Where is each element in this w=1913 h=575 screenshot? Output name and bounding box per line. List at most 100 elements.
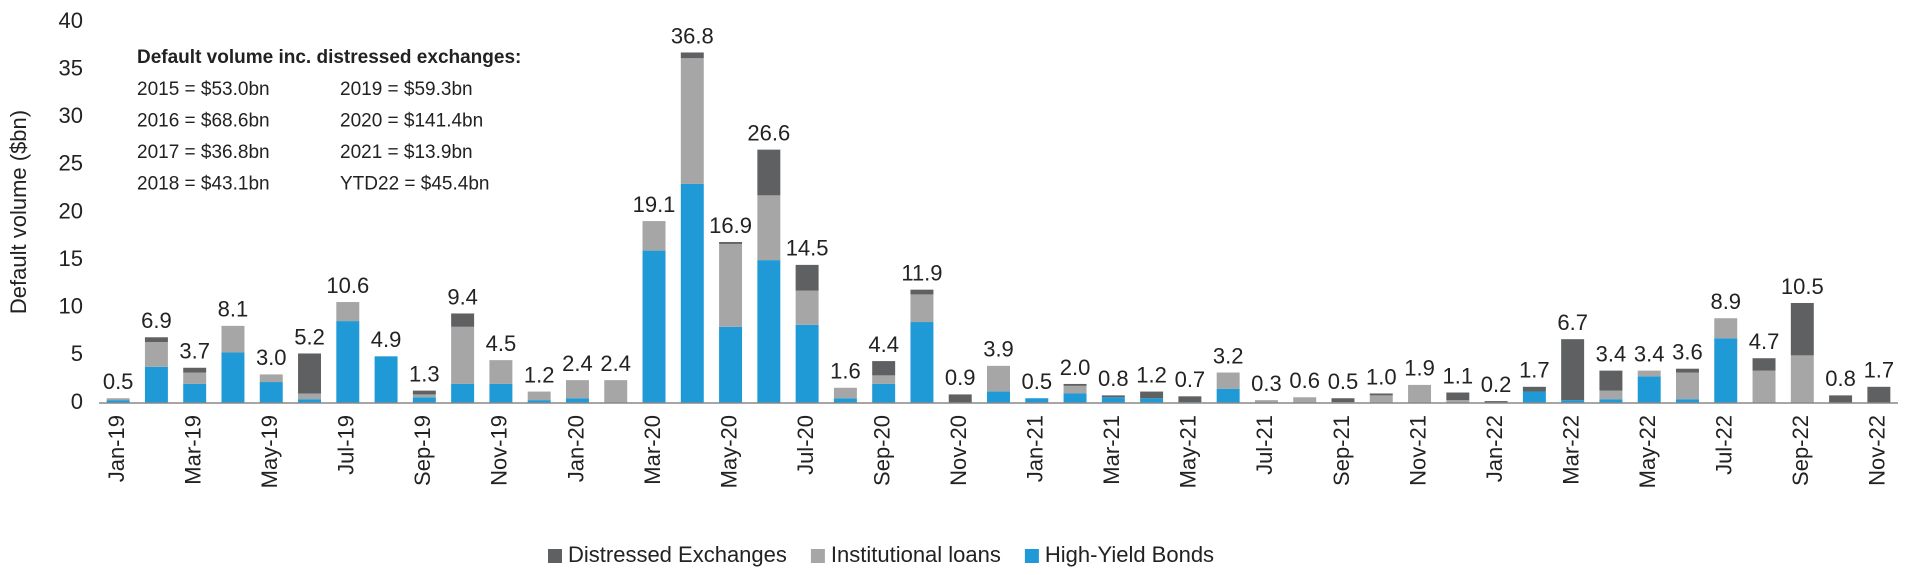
bar-segment bbox=[1675, 368, 1699, 373]
x-tick-label: Sep-19 bbox=[410, 415, 435, 486]
legend-label: Institutional loans bbox=[831, 542, 1001, 567]
total-label: 8.1 bbox=[218, 297, 249, 322]
bar-segment bbox=[1254, 400, 1278, 403]
bar-segment bbox=[451, 326, 475, 384]
bar-segment bbox=[1522, 386, 1546, 392]
total-label: 1.2 bbox=[1136, 362, 1167, 387]
annotation-line: YTD22 = $45.4bn bbox=[340, 174, 489, 195]
total-label: 0.5 bbox=[1021, 369, 1052, 394]
bar-segment bbox=[565, 380, 589, 399]
bar-segment bbox=[1101, 395, 1125, 398]
y-tick-label: 20 bbox=[59, 198, 83, 223]
bar-segment bbox=[1637, 376, 1661, 403]
bar-segment bbox=[1790, 355, 1814, 403]
bar-segment bbox=[1293, 397, 1317, 403]
bar-segment bbox=[183, 372, 207, 384]
total-label: 3.6 bbox=[1672, 340, 1703, 365]
total-label: 4.7 bbox=[1749, 329, 1780, 354]
total-label: 5.2 bbox=[294, 324, 325, 349]
total-label: 1.0 bbox=[1366, 364, 1397, 389]
x-tick-label: May-20 bbox=[716, 415, 741, 488]
x-tick-label: Mar-19 bbox=[181, 415, 206, 485]
bar-segment bbox=[1369, 393, 1393, 396]
total-label: 2.4 bbox=[562, 351, 593, 376]
bar-segment bbox=[489, 360, 513, 384]
bar-segment bbox=[1599, 390, 1623, 400]
bar-segment bbox=[1867, 386, 1891, 403]
bar-segment bbox=[412, 390, 436, 395]
bar-segment bbox=[1063, 393, 1087, 403]
bar-segment bbox=[948, 394, 972, 403]
total-label: 0.6 bbox=[1289, 368, 1320, 393]
y-tick-label: 15 bbox=[59, 246, 83, 271]
bar-segment bbox=[1484, 401, 1508, 403]
bar-segment bbox=[1752, 370, 1776, 403]
bar-segment bbox=[412, 394, 436, 398]
bar-segment bbox=[298, 393, 322, 400]
bar-segment bbox=[910, 322, 934, 403]
bar-segment bbox=[221, 325, 245, 353]
x-tick-label: Nov-22 bbox=[1865, 415, 1890, 486]
total-label: 3.9 bbox=[983, 337, 1014, 362]
x-tick-label: Nov-20 bbox=[946, 415, 971, 486]
bar-segment bbox=[144, 337, 168, 343]
total-label: 0.9 bbox=[945, 365, 976, 390]
bar-segment bbox=[144, 342, 168, 367]
x-tick-label: Sep-21 bbox=[1329, 415, 1354, 486]
total-label: 0.2 bbox=[1481, 372, 1512, 397]
bar-segment bbox=[757, 260, 781, 403]
bar-segment bbox=[872, 375, 896, 384]
bar-segment bbox=[1140, 398, 1164, 403]
x-tick-label: Jul-21 bbox=[1252, 415, 1277, 475]
bar-segment bbox=[680, 52, 704, 59]
bar-segment bbox=[719, 242, 743, 244]
total-label: 4.4 bbox=[868, 332, 899, 357]
bar-segment bbox=[795, 264, 819, 291]
x-tick-label: Sep-22 bbox=[1788, 415, 1813, 486]
bar-segment bbox=[719, 243, 743, 327]
total-label: 2.0 bbox=[1060, 355, 1091, 380]
bar-segment bbox=[1216, 372, 1240, 389]
x-tick-label: Jan-21 bbox=[1023, 415, 1048, 482]
y-axis-title: Default volume ($bn) bbox=[6, 110, 31, 314]
total-label: 0.8 bbox=[1098, 366, 1129, 391]
total-label: 10.5 bbox=[1781, 274, 1824, 299]
bar-segment bbox=[1599, 370, 1623, 391]
x-tick-label: May-21 bbox=[1176, 415, 1201, 488]
total-label: 9.4 bbox=[447, 284, 478, 309]
total-label: 10.6 bbox=[326, 273, 369, 298]
bar-segment bbox=[642, 250, 666, 403]
bar-segment bbox=[527, 391, 551, 401]
annotation-line: 2017 = $36.8bn bbox=[137, 142, 270, 163]
total-label: 6.9 bbox=[141, 308, 172, 333]
y-tick-label: 40 bbox=[59, 8, 83, 33]
legend-label: Distressed Exchanges bbox=[568, 542, 787, 567]
x-tick-label: Nov-19 bbox=[487, 415, 512, 486]
total-label: 16.9 bbox=[709, 213, 752, 238]
bar-segment bbox=[451, 313, 475, 327]
bar-segment bbox=[144, 366, 168, 403]
y-tick-label: 35 bbox=[59, 55, 83, 80]
x-tick-label: May-19 bbox=[257, 415, 282, 488]
bar-segment bbox=[987, 391, 1010, 403]
total-label: 11.9 bbox=[901, 260, 942, 285]
bar-segment bbox=[833, 398, 857, 403]
x-tick-label: Jan-22 bbox=[1482, 415, 1507, 482]
y-tick-label: 25 bbox=[59, 151, 83, 176]
bar-segment bbox=[1561, 339, 1585, 401]
total-label: 4.9 bbox=[371, 327, 402, 352]
legend-swatch bbox=[548, 549, 562, 563]
bar-segment bbox=[1446, 400, 1470, 403]
total-label: 2.4 bbox=[600, 351, 631, 376]
legend-label: High-Yield Bonds bbox=[1045, 542, 1214, 567]
annotation-line: 2021 = $13.9bn bbox=[340, 142, 473, 163]
total-label: 1.6 bbox=[830, 359, 861, 384]
total-label: 1.3 bbox=[409, 361, 440, 386]
bar-segment bbox=[1752, 358, 1776, 371]
annotation-line: 2016 = $68.6bn bbox=[137, 111, 270, 132]
bar-segment bbox=[1408, 384, 1432, 403]
bar-segment bbox=[106, 400, 130, 403]
x-tick-label: Jan-20 bbox=[563, 415, 588, 482]
bar-segment bbox=[1714, 318, 1738, 339]
bar-segment bbox=[1790, 302, 1814, 356]
